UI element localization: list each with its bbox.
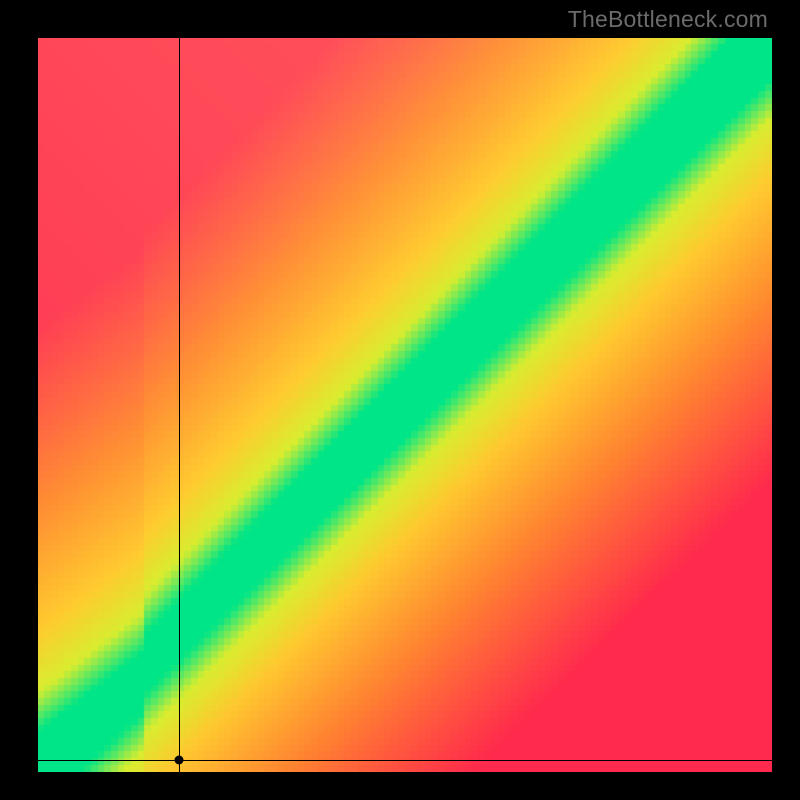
heatmap-canvas bbox=[38, 38, 772, 772]
heatmap-plot bbox=[38, 38, 772, 772]
crosshair-vertical bbox=[179, 38, 180, 772]
crosshair-marker-dot bbox=[174, 756, 183, 765]
crosshair-horizontal bbox=[38, 760, 772, 761]
watermark-text: TheBottleneck.com bbox=[568, 6, 768, 33]
